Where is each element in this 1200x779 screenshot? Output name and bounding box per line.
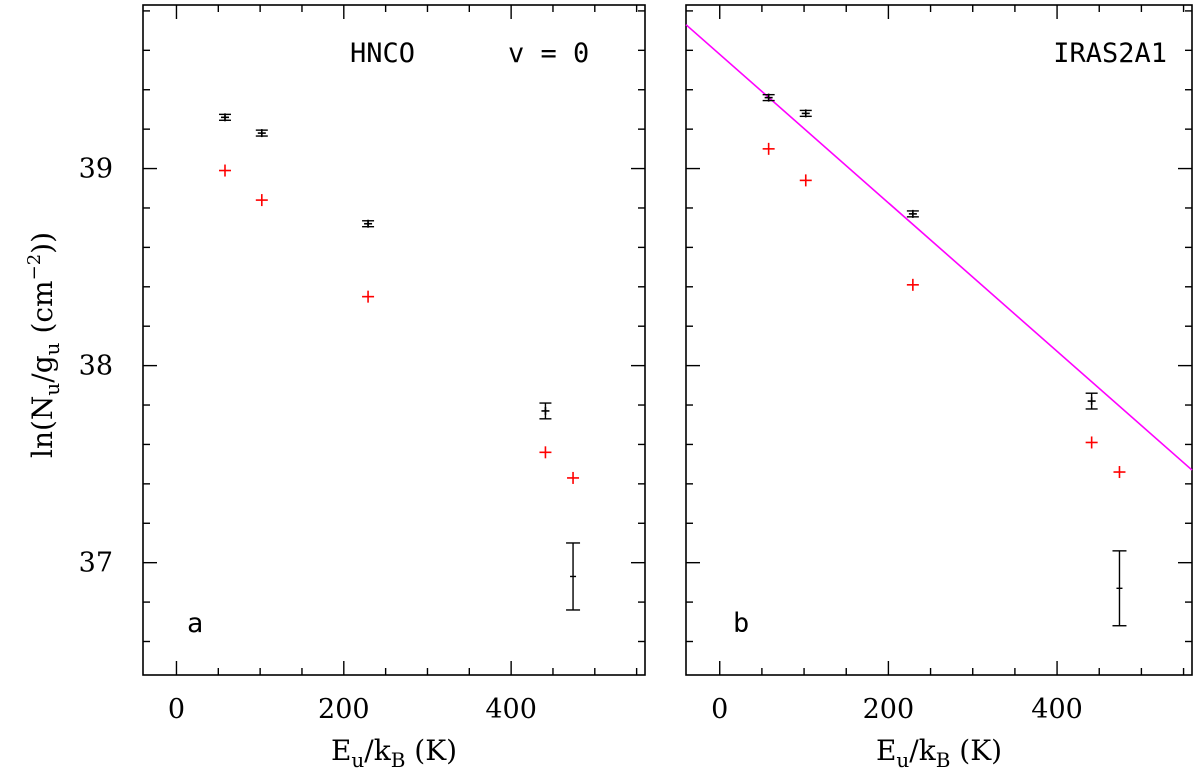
x-tick-label: 0 bbox=[168, 694, 185, 725]
fit-line bbox=[685, 24, 1193, 471]
x-tick-label: 400 bbox=[1031, 694, 1083, 725]
red-data-point bbox=[567, 471, 580, 484]
panel-b-frame bbox=[685, 4, 1193, 676]
representative-error-bar bbox=[566, 542, 581, 611]
black-data-point bbox=[255, 129, 268, 138]
panel-a-subtitle: v = 0 bbox=[508, 38, 589, 69]
black-data-point bbox=[799, 109, 812, 118]
panel-b-title: IRAS2A1 bbox=[1053, 38, 1167, 69]
x-tick-label: 400 bbox=[485, 694, 537, 725]
black-data-point bbox=[362, 219, 375, 228]
panel-b-ticks: 0 200 400 bbox=[686, 5, 1192, 725]
black-data-point bbox=[1085, 392, 1098, 410]
red-data-point bbox=[1085, 436, 1098, 449]
panel-b-marks bbox=[762, 93, 1127, 627]
red-data-point bbox=[255, 194, 268, 207]
x-tick-label: 200 bbox=[863, 694, 915, 725]
black-data-point bbox=[906, 209, 919, 218]
red-data-point bbox=[799, 174, 812, 187]
red-data-point bbox=[1113, 466, 1126, 479]
y-axis-label: ln(Nu/gu (cm−2)) bbox=[24, 232, 64, 458]
representative-error-bar bbox=[1112, 550, 1127, 627]
panel-a: 0 200 400 37 38 39 HNCO v = 0 a Eu/kB (K) bbox=[79, 4, 646, 772]
y-tick-label: 38 bbox=[79, 351, 113, 382]
panel-b: 0 200 400 IRAS2A1 b Eu/kB (K) bbox=[685, 4, 1193, 772]
y-tick-label: 39 bbox=[79, 154, 113, 185]
x-tick-label: 0 bbox=[711, 694, 728, 725]
panel-a-ticks: 0 200 400 37 38 39 bbox=[79, 5, 645, 725]
red-data-point bbox=[539, 446, 552, 459]
x-tick-label: 200 bbox=[318, 694, 370, 725]
panel-a-marks bbox=[218, 113, 581, 611]
red-data-point bbox=[762, 142, 775, 155]
panel-a-label: a bbox=[187, 608, 203, 639]
black-data-point bbox=[762, 93, 775, 102]
red-data-point bbox=[906, 278, 919, 291]
black-data-point bbox=[218, 113, 231, 122]
panel-a-x-axis-label: Eu/kB (K) bbox=[331, 734, 457, 772]
panel-a-title: HNCO bbox=[350, 38, 415, 69]
panel-a-frame bbox=[142, 4, 646, 676]
black-data-point bbox=[539, 402, 552, 420]
panel-b-label: b bbox=[733, 608, 749, 639]
red-data-point bbox=[218, 164, 231, 177]
panel-b-x-axis-label: Eu/kB (K) bbox=[876, 734, 1002, 772]
red-data-point bbox=[362, 290, 375, 303]
panel-b-fit bbox=[685, 24, 1193, 471]
y-tick-label: 37 bbox=[79, 548, 113, 579]
